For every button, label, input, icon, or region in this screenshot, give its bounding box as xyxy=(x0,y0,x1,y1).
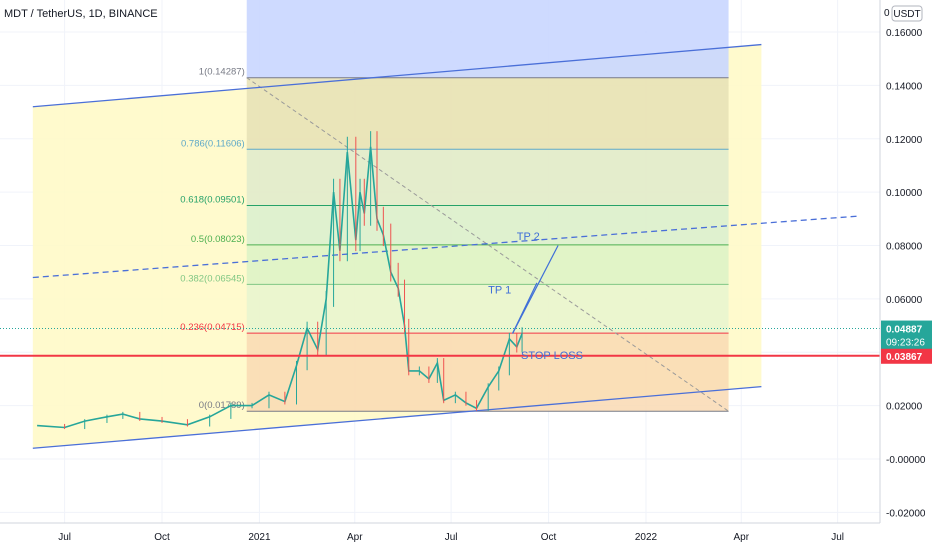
y-tick-label: 0.10000 xyxy=(886,188,923,199)
fib-zone xyxy=(246,205,729,245)
x-tick-label: Oct xyxy=(154,532,170,543)
y-tick-label: 0.12000 xyxy=(886,135,923,146)
x-tick-label: Jul xyxy=(445,532,458,543)
x-tick-label: 2021 xyxy=(248,532,271,543)
fib-level-label: 0.236(0.04715) xyxy=(180,322,244,333)
y-tick-label: 0.16000 xyxy=(886,28,923,39)
channel-lower-line xyxy=(32,385,762,449)
fib-zone xyxy=(246,77,729,150)
annotation-stop-loss: STOP LOSS xyxy=(521,350,583,362)
y-tick-label: 0.14000 xyxy=(886,81,923,92)
y-tick-label: -0.02000 xyxy=(886,508,926,519)
fib-zone xyxy=(246,333,729,412)
channel-mid-line xyxy=(32,215,858,279)
fib-level-label: 0.786(0.11606) xyxy=(181,138,245,149)
fib-zone xyxy=(246,149,729,206)
stop-loss-badge xyxy=(881,348,932,364)
fib-level-label: 0.382(0.06545) xyxy=(180,273,244,284)
x-tick-label: Apr xyxy=(733,532,749,543)
x-tick-label: Oct xyxy=(541,532,557,543)
x-axis-panel xyxy=(0,523,880,550)
fib-level-label: 1(0.14287) xyxy=(199,67,245,78)
stop-loss-value: 0.03867 xyxy=(886,352,923,363)
x-tick-label: Jul xyxy=(831,532,844,543)
tp2-arrow xyxy=(512,245,559,334)
x-tick-label: Jul xyxy=(58,532,71,543)
y-tick-label: 0.06000 xyxy=(886,295,923,306)
fib-zone xyxy=(246,244,729,285)
y-axis-panel xyxy=(880,0,932,550)
channel-upper-line xyxy=(32,43,762,108)
y-tick-label-partial: 0 xyxy=(884,8,890,19)
y-tick-label: 0.08000 xyxy=(886,241,923,252)
current-price-countdown: 09:23:26 xyxy=(886,338,925,349)
annotation-tp2: TP 2 xyxy=(517,231,540,243)
x-tick-label: Apr xyxy=(347,532,363,543)
current-price-badge xyxy=(881,320,932,350)
annotation-tp1: TP 1 xyxy=(488,285,511,297)
symbol-title: MDT / TetherUS, 1D, BINANCE xyxy=(4,8,158,20)
currency-button-label[interactable]: USDT xyxy=(893,9,920,20)
y-tick-label: 0.02000 xyxy=(886,402,923,413)
x-tick-label: 2022 xyxy=(635,532,658,543)
current-price-value: 0.04887 xyxy=(886,325,923,336)
fib-level-label: 0.5(0.08023) xyxy=(191,234,245,245)
price-line xyxy=(37,146,523,429)
y-tick-label: -0.00000 xyxy=(886,455,926,466)
currency-button xyxy=(891,5,923,22)
price-range-box xyxy=(246,0,729,78)
fib-level-label: 0.618(0.09501) xyxy=(180,194,244,205)
fib-level-label: 0(0.01789) xyxy=(199,400,245,411)
